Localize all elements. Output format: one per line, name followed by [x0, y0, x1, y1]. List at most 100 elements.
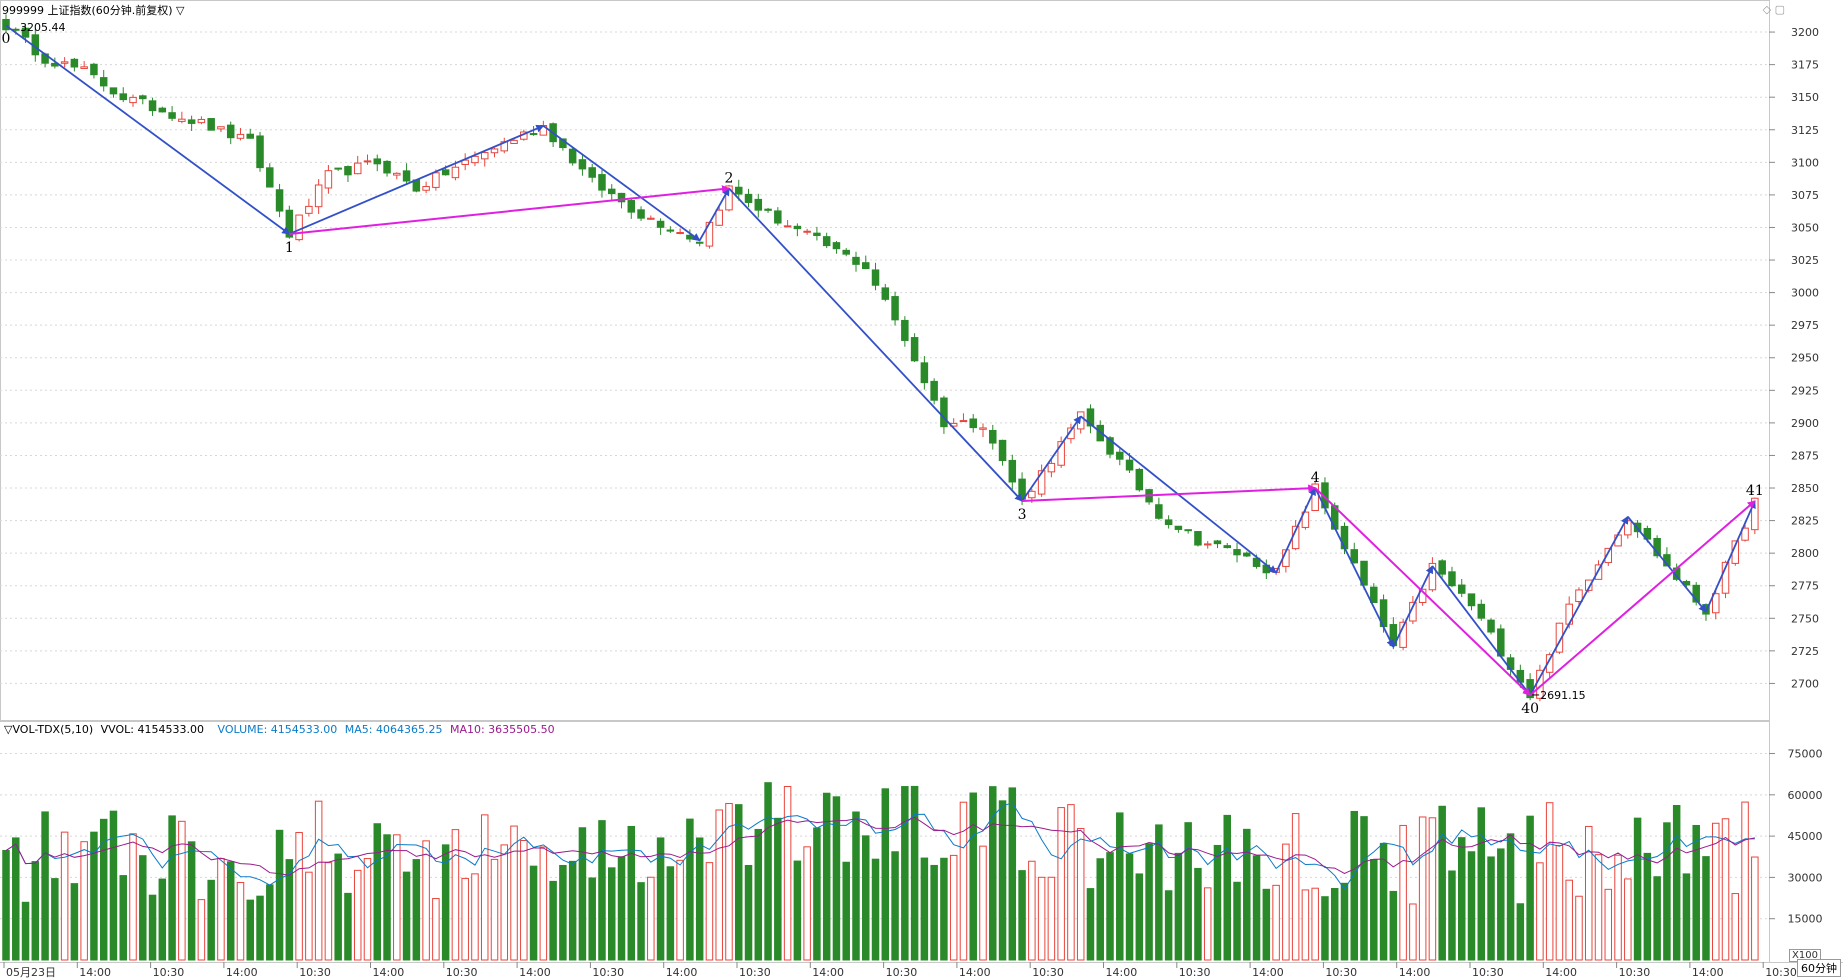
- price-tick-label: 3150: [1791, 91, 1819, 104]
- volume-bar: [1125, 853, 1134, 961]
- volume-bar: [695, 837, 704, 961]
- volume-bar: [803, 846, 811, 961]
- volume-bar: [1565, 879, 1573, 961]
- candle-down: [940, 397, 948, 428]
- volume-bar: [1116, 812, 1124, 961]
- candlesticks: [2, 14, 1759, 702]
- volume-bar: [305, 871, 313, 961]
- candle-down: [1350, 549, 1359, 564]
- candle-down: [334, 167, 342, 170]
- volume-bar: [539, 846, 548, 961]
- vol-indicator-name[interactable]: ▽VOL-TDX(5,10): [4, 723, 94, 736]
- candle-down: [1448, 571, 1456, 587]
- volume-bar: [881, 788, 890, 961]
- volume-bar: [901, 786, 909, 961]
- price-tick-label: 2725: [1791, 645, 1819, 658]
- window-icons[interactable]: ◇ ▢: [1762, 3, 1785, 16]
- price-tick-label: 2800: [1791, 547, 1819, 560]
- high-price-label: 3205.44: [20, 21, 66, 34]
- volume-bar: [744, 864, 753, 961]
- candle-down: [1086, 408, 1095, 427]
- candle-up: [432, 172, 440, 188]
- candle-up: [647, 217, 655, 220]
- price-tick-label: 2850: [1791, 482, 1819, 495]
- candle-down: [852, 256, 860, 265]
- volume-bar: [80, 841, 88, 961]
- price-tick-label: 2825: [1791, 515, 1819, 528]
- volume-bar: [1653, 876, 1661, 961]
- candle-up: [1428, 562, 1437, 591]
- wave-label: 4: [1311, 470, 1320, 486]
- volume-ma5-line: [5, 802, 1755, 891]
- volume-bar: [490, 858, 499, 961]
- volume-bar: [1692, 824, 1700, 961]
- price-tick-label: 2900: [1791, 417, 1819, 430]
- candle-down: [920, 362, 929, 384]
- time-tick-label: 14:00: [1692, 966, 1724, 979]
- candle-down: [285, 209, 294, 238]
- wave-label: 40: [1521, 701, 1539, 717]
- volume-bar: [1633, 817, 1642, 961]
- volume-bar: [1028, 860, 1036, 961]
- vvol-value: VVOL: 4154533.00: [100, 723, 204, 736]
- time-tick-label: 05月23日: [6, 966, 56, 979]
- volume-tick-label: 75000: [1788, 748, 1823, 761]
- candle-up: [80, 66, 88, 69]
- wave-labels: 0 1 2 3 4 40 41: [2, 31, 1764, 717]
- volume-bar: [1487, 856, 1495, 961]
- volume-bar: [1477, 807, 1486, 961]
- volume-bar: [422, 840, 430, 961]
- price-tick-label: 2975: [1791, 319, 1819, 332]
- volume-bar: [529, 865, 538, 961]
- candle-up: [393, 172, 401, 176]
- time-axis: 05月23日 14:00 10:30 14:00 10:30 14:00 10:30 14:0…: [3, 962, 1797, 979]
- candle-down: [158, 107, 167, 113]
- volume-bar: [324, 862, 333, 961]
- candle-up: [1712, 593, 1720, 614]
- candle-up: [178, 118, 186, 122]
- candle-down: [578, 159, 587, 170]
- price-tick-label: 2750: [1791, 612, 1819, 625]
- magenta-wave-segment: [1529, 500, 1756, 696]
- blue-wave-segment: [1627, 516, 1707, 613]
- wave-lines: [5, 24, 1756, 696]
- price-tick-label: 3000: [1791, 287, 1819, 300]
- volume-bar: [725, 802, 733, 961]
- volume-bar: [735, 804, 743, 961]
- blue-wave-segment: [1275, 487, 1316, 574]
- candle-down: [441, 169, 450, 176]
- candle-down: [373, 158, 382, 165]
- candle-down: [891, 296, 899, 321]
- volume-bar: [1545, 802, 1554, 961]
- blue-wave-segment: [1529, 515, 1629, 696]
- wave-label: 3: [1018, 507, 1027, 523]
- volume-bar: [1624, 878, 1632, 961]
- candle-up: [236, 133, 245, 139]
- volume-bar: [314, 800, 323, 961]
- volume-bar: [549, 880, 557, 961]
- volume-bar: [656, 837, 665, 961]
- volume-bar: [1467, 851, 1476, 961]
- volume-bar: [363, 858, 372, 961]
- candle-down: [275, 189, 284, 212]
- volume-bar: [285, 859, 294, 961]
- candle-down: [1135, 468, 1144, 491]
- candle-down: [666, 229, 675, 232]
- price-tick-label: 2700: [1791, 677, 1819, 690]
- candle-down: [1370, 586, 1378, 603]
- volume-bar: [813, 827, 821, 961]
- volume-bar: [1712, 822, 1720, 961]
- volume-bar: [1213, 844, 1222, 961]
- candle-up: [471, 155, 479, 164]
- time-tick-label: 10:30: [739, 966, 771, 979]
- price-axis: 3200 3175 3150 3125 3100 3075 3050 3025 3000 2975…: [1769, 26, 1819, 690]
- volume-bar: [236, 882, 245, 961]
- low-price-label: 2691.15: [1540, 689, 1586, 702]
- volume-bar: [1252, 855, 1261, 961]
- period-selector[interactable]: 60分钟: [1797, 959, 1841, 977]
- candle-up: [197, 118, 206, 124]
- volume-bar: [393, 834, 401, 961]
- volume-bar: [1672, 804, 1681, 961]
- volume-bar: [1721, 818, 1730, 961]
